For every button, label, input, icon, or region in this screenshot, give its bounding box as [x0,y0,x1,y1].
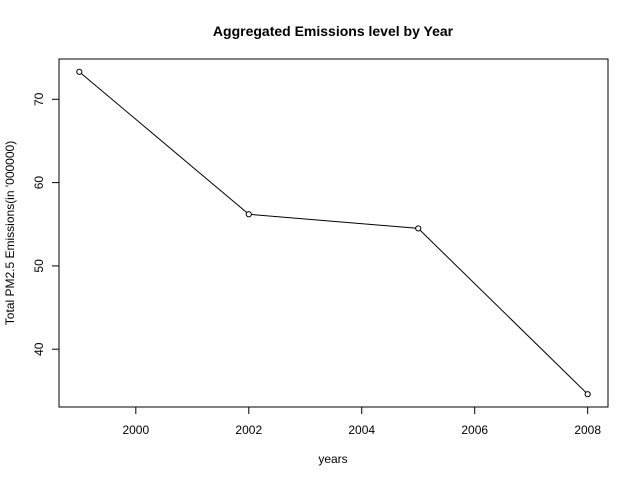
x-tick-label-3: 2006 [461,423,488,437]
data-point-0-2 [415,225,422,232]
series-line-0 [79,71,589,395]
data-point-0-3 [584,391,591,398]
data-point-0-1 [245,211,252,218]
x-tick-label-2: 2004 [348,423,375,437]
series-layer [76,68,591,398]
x-tick-label-0: 2000 [122,423,149,437]
y-tick-label-2: 60 [32,176,46,190]
x-tick-label-1: 2002 [235,423,262,437]
y-tick-label-1: 50 [32,259,46,273]
y-tick-label-0: 40 [32,342,46,356]
x-tick-label-4: 2008 [574,423,601,437]
x-axis: 2000 2002 2004 2006 2008 [122,406,601,437]
y-axis-label: Total PM2.5 Emissions(in '000000) [3,141,17,325]
y-tick-label-3: 70 [32,92,46,106]
data-point-0-0 [76,68,83,75]
chart-title: Aggregated Emissions level by Year [213,23,454,39]
y-axis: 40 50 60 70 [32,92,60,356]
x-axis-label: years [318,452,347,466]
